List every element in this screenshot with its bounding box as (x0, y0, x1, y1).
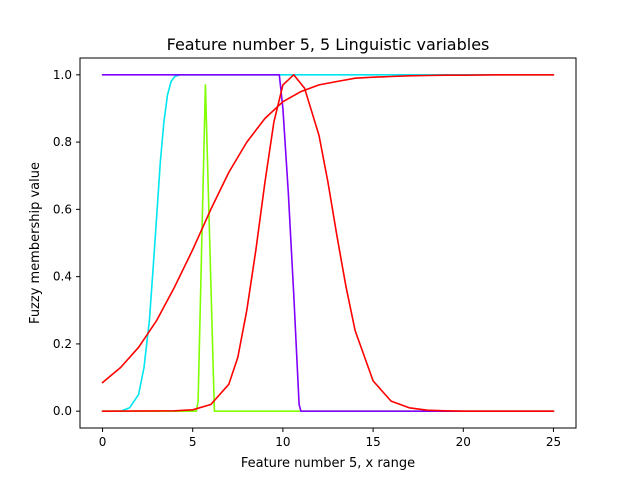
series-layer (101, 74, 555, 413)
y-tick-label: 1.0 (53, 68, 72, 82)
series-line-3 (101, 74, 555, 413)
x-tick-label: 20 (456, 435, 471, 449)
x-tick-label: 15 (365, 435, 380, 449)
x-tick-label: 0 (99, 435, 107, 449)
series-line-5 (101, 74, 555, 384)
y-tick-label: 0.8 (53, 135, 72, 149)
y-tick-label: 0.6 (53, 202, 72, 216)
x-tick-label: 5 (189, 435, 197, 449)
series-line-2 (101, 84, 555, 413)
series-line-4 (101, 74, 555, 413)
y-tick-label: 0.4 (53, 270, 72, 284)
x-axis-label: Feature number 5, x range (241, 456, 415, 471)
chart-title: Feature number 5, 5 Linguistic variables (167, 35, 490, 54)
y-tick-label: 0.0 (53, 404, 72, 418)
series-line-1 (101, 74, 555, 413)
y-tick-label: 0.2 (53, 337, 72, 351)
x-tick-label: 10 (275, 435, 290, 449)
y-axis-ticks: 0.0 0.2 0.4 0.6 0.8 1.0 (53, 68, 80, 418)
plot-frame (79, 57, 577, 429)
x-tick-label: 25 (546, 435, 561, 449)
y-axis-label: Fuzzy membership value (28, 162, 43, 324)
x-axis-ticks: 0 5 10 15 20 25 (99, 428, 561, 449)
